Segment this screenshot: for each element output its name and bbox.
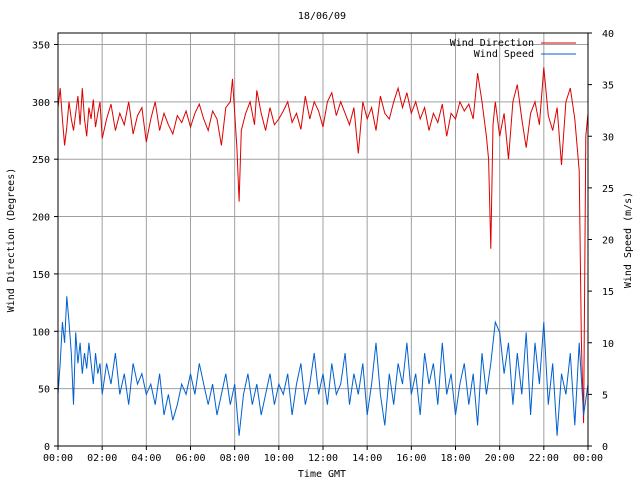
legend-label-wind-direction: Wind Direction (450, 38, 534, 49)
y-left-tick-label-4: 200 (32, 213, 50, 224)
y-left-tick-label-1: 50 (38, 385, 50, 396)
y-left-tick-label-5: 250 (32, 155, 50, 166)
y-right-tick-label-6: 30 (602, 132, 614, 143)
x-tick-label-9: 18:00 (440, 453, 470, 464)
y-right-tick-label-4: 20 (602, 236, 614, 247)
x-tick-label-6: 12:00 (308, 453, 338, 464)
y-left-tick-label-3: 150 (32, 270, 50, 281)
series-layer (57, 67, 589, 436)
x-tick-label-4: 08:00 (220, 453, 250, 464)
y-axis-label-left: Wind Direction (Degrees) (6, 168, 17, 313)
series-line-wind-speed (57, 296, 589, 436)
y-right-tick-label-5: 25 (602, 184, 614, 195)
x-tick-label-1: 02:00 (87, 453, 117, 464)
y-right-tick-label-3: 15 (602, 287, 614, 298)
series-line-wind-direction (57, 67, 589, 424)
y-left-tick-label-2: 100 (32, 327, 50, 338)
x-tick-label-0: 00:00 (43, 453, 73, 464)
x-axis-label: Time GMT (298, 469, 346, 480)
legend: Wind Direction Wind Speed (450, 38, 576, 60)
chart-title: 18/06/09 (298, 11, 346, 22)
y-right-tick-label-1: 5 (602, 390, 608, 401)
x-tick-label-12: 00:00 (573, 453, 603, 464)
y-right-tick-label-7: 35 (602, 81, 614, 92)
y-axis-label-right: Wind Speed (m/s) (623, 192, 634, 288)
y-right-tick-label-8: 40 (602, 29, 614, 40)
x-tick-label-8: 16:00 (396, 453, 426, 464)
x-tick-label-10: 20:00 (485, 453, 515, 464)
ticks: 00:00 02:00 04:00 06:00 08:00 10:00 12:00 14:00… (32, 29, 614, 464)
y-right-tick-label-0: 0 (602, 442, 608, 453)
x-tick-label-7: 14:00 (352, 453, 382, 464)
x-tick-label-11: 22:00 (529, 453, 559, 464)
y-left-tick-label-7: 350 (32, 40, 50, 51)
legend-label-wind-speed: Wind Speed (474, 49, 534, 60)
y-left-tick-label-6: 300 (32, 98, 50, 109)
x-tick-label-5: 10:00 (264, 453, 294, 464)
y-right-tick-label-2: 10 (602, 339, 614, 350)
x-tick-label-2: 04:00 (131, 453, 161, 464)
x-tick-label-3: 06:00 (175, 453, 205, 464)
y-left-tick-label-0: 0 (44, 442, 50, 453)
